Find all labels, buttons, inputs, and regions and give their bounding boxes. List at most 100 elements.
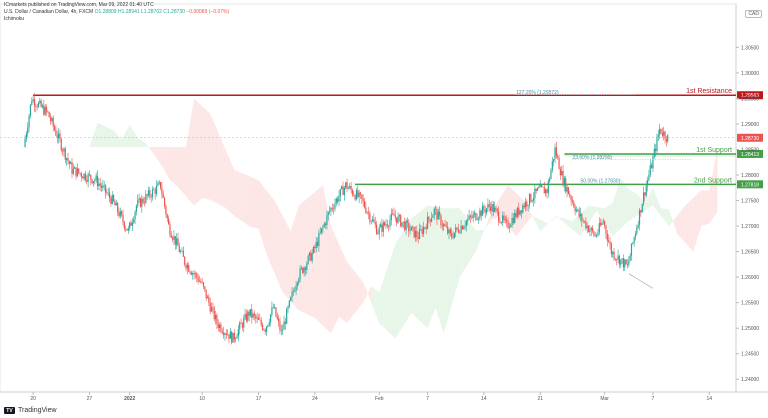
candle-body (251, 309, 253, 318)
candle-body (84, 173, 87, 180)
y-tick-label: 1.29000 (741, 122, 759, 128)
candle-body (449, 229, 451, 234)
candle-body (311, 252, 313, 261)
candle-body (334, 203, 336, 209)
candle-body (188, 264, 190, 272)
candle-body (510, 225, 512, 228)
x-tick-label: 7 (652, 396, 655, 402)
candle-body (68, 161, 70, 165)
candle-body (388, 226, 390, 227)
cloud-segment (343, 252, 348, 324)
y-tick-label: 1.30500 (741, 45, 759, 51)
candle-body (292, 291, 294, 293)
candle-body (441, 225, 443, 227)
candle-body (487, 204, 489, 209)
candle-body (483, 205, 485, 211)
y-tick-label: 1.25000 (741, 326, 759, 332)
candle-body (174, 236, 176, 245)
cloud-segment (379, 280, 384, 327)
x-tick-label: Mar (600, 396, 609, 402)
candle-body (653, 148, 655, 157)
candle-body (326, 215, 328, 226)
candle-body (208, 296, 210, 303)
candle-body (165, 206, 167, 215)
candle-body (25, 133, 27, 139)
candle-body (43, 105, 45, 115)
candle-body (197, 277, 199, 282)
candle-body (444, 224, 446, 226)
candle-body (527, 205, 529, 207)
candle-body (455, 227, 457, 233)
candle-body (111, 195, 113, 204)
candle-body (53, 126, 56, 130)
candle-body (108, 192, 111, 198)
candle-body (586, 225, 588, 229)
cloud-segment (584, 205, 589, 230)
candle-body (504, 219, 506, 221)
candle-body (561, 170, 563, 176)
cloud-segment (125, 124, 130, 147)
candle-body (351, 189, 354, 195)
cloud-segment (600, 207, 605, 224)
candle-body (519, 210, 521, 215)
candle-body (481, 205, 484, 216)
candle-body (374, 221, 376, 225)
candle-body (425, 227, 427, 230)
candle-body (343, 187, 345, 195)
candle-body (656, 136, 658, 152)
candle-body (625, 259, 627, 265)
candle-body (430, 217, 433, 222)
cloud-segment (532, 215, 537, 224)
candle-body (515, 212, 517, 217)
cloud-segment (471, 224, 476, 258)
candle-body (405, 220, 407, 231)
cloud-segment (395, 237, 400, 339)
x-tick-label: 24 (312, 396, 318, 402)
candle-body (245, 313, 248, 321)
cloud-segment (326, 205, 331, 334)
candle-body (76, 168, 78, 177)
candle-body (189, 271, 191, 273)
candle-body (229, 331, 231, 339)
candle-body (186, 264, 188, 269)
candle-body (268, 322, 270, 326)
candle-body (500, 222, 502, 224)
candle-body (40, 100, 42, 107)
candle-body (473, 212, 476, 215)
candle-body (371, 219, 374, 222)
cloud-segment (129, 124, 134, 147)
candle-body (571, 200, 574, 202)
trend-line (628, 273, 654, 289)
tradingview-logo[interactable]: TV TradingView (4, 407, 57, 414)
indicator-name[interactable]: Ichimoku (4, 16, 25, 22)
cloud-segment (113, 130, 118, 147)
candle-body (150, 196, 152, 198)
candle-body (437, 211, 439, 220)
cloud-segment (254, 178, 259, 229)
candle-body (526, 201, 528, 207)
candle-body (143, 202, 146, 204)
cloud-segment (665, 208, 670, 227)
candle-body (168, 218, 170, 225)
candle-body (416, 230, 418, 237)
cloud-segment (318, 185, 323, 326)
candle-body (350, 186, 352, 190)
candle-body (257, 317, 260, 320)
candle-body (51, 118, 53, 121)
candle-body (338, 196, 340, 202)
candle-body (87, 174, 89, 182)
cloud-segment (451, 208, 456, 306)
candle-body (601, 222, 603, 226)
currency-label[interactable]: CAD (745, 10, 762, 18)
cloud-segment (411, 215, 416, 317)
candle-body (422, 227, 425, 234)
candle-body (636, 227, 638, 234)
candle-body (398, 215, 400, 217)
candle-body (235, 338, 237, 340)
y-tick-label: 1.30000 (741, 71, 759, 77)
candle-body (117, 203, 119, 213)
candle-body (573, 201, 575, 208)
cloud-segment (262, 185, 267, 255)
candle-body (306, 263, 308, 270)
